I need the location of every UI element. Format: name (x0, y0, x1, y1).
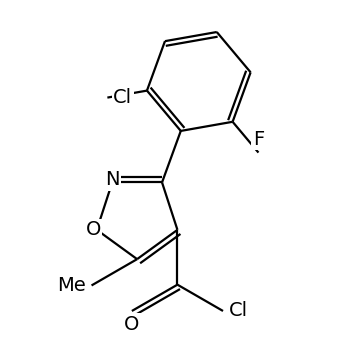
Text: O: O (85, 220, 101, 239)
Text: O: O (124, 315, 140, 334)
Text: Me: Me (57, 276, 86, 295)
Text: F: F (253, 130, 264, 149)
Text: Cl: Cl (229, 301, 248, 320)
Text: Cl: Cl (113, 88, 132, 107)
Text: N: N (105, 170, 119, 189)
